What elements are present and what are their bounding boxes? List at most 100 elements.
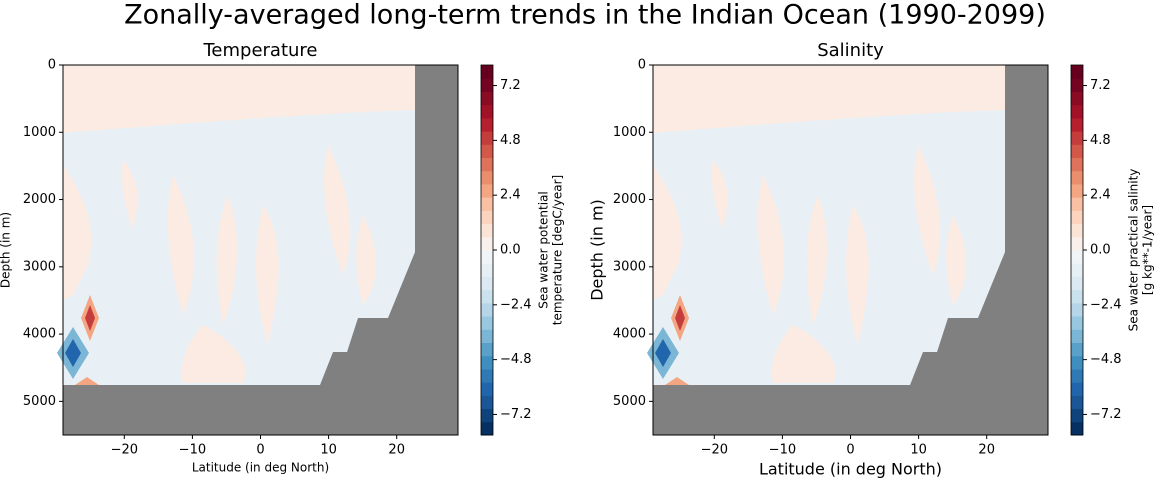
colorbar-band [1071,329,1083,343]
colorbar-band [1071,316,1083,330]
colorbar-band [481,342,493,357]
colorbar-tick-label: 7.2 [1090,78,1111,93]
x-axis-label: Latitude (in deg North) [759,460,942,479]
colorbar-band [481,223,493,238]
colorbar-band [481,316,493,330]
colorbar-band [481,408,493,423]
y-tick-label: 4000 [23,327,56,342]
y-tick-label: 4000 [613,327,646,342]
x-tick-label: 0 [256,443,264,458]
x-tick-label: 0 [846,443,854,458]
x-tick-label: −10 [179,443,206,458]
y-tick-label: 0 [638,58,646,73]
colorbar-band [1071,223,1083,238]
y-axis-label: Depth (in m) [0,212,13,288]
y-tick-label: 1000 [613,125,646,140]
subplot-title: Salinity [817,40,884,61]
colorbar-band [481,170,493,185]
colorbar-band [1071,421,1083,436]
y-tick-label: 5000 [613,394,646,409]
colorbar-label: temperature [degC/year] [551,175,565,325]
colorbar-tick-label: 4.8 [1090,133,1111,148]
colorbar-band [481,144,493,158]
y-tick-label: 3000 [613,259,646,274]
colorbar-band [1071,276,1083,291]
colorbar-band [1071,250,1083,264]
colorbar-band [1071,395,1083,410]
colorbar-band [1071,355,1083,370]
colorbar-band [481,421,493,436]
colorbar-band [481,65,493,79]
colorbar-band [481,355,493,370]
colorbar-band [1071,368,1083,383]
y-tick-label: 0 [48,58,56,73]
colorbar-band [481,210,493,225]
colorbar-band [1071,210,1083,225]
contour-field [57,65,458,435]
colorbar-band [1071,197,1083,211]
colorbar-tick-label: −7.2 [1090,407,1122,422]
colorbar-tick-label: −4.8 [500,352,532,367]
colorbar-tick-label: −2.4 [500,297,532,312]
colorbar-tick-label: −4.8 [1090,352,1122,367]
figure-title: Zonally-averaged long-term trends in the… [124,0,1046,31]
colorbar-band [481,117,493,132]
colorbar-tick-label: 4.8 [500,133,521,148]
y-axis-label: Depth (in m) [588,199,607,301]
colorbar-band [1071,289,1083,304]
colorbar-band [1071,144,1083,158]
colorbar-band [1071,65,1083,79]
colorbar-label: Sea water potential [537,191,551,309]
colorbar-band [1071,104,1083,119]
colorbar-band [1071,170,1083,185]
colorbar-tick-label: −2.4 [1090,297,1122,312]
colorbar-band [481,382,493,396]
colorbar-tick-label: 2.4 [500,188,521,203]
colorbar-band [1071,302,1083,317]
x-tick-label: 10 [320,443,337,458]
colorbar-band [481,91,493,106]
x-tick-label: −20 [701,443,728,458]
subplot-title: Temperature [202,40,317,61]
y-tick-label: 1000 [23,125,56,140]
colorbar-band [1071,157,1083,172]
colorbar-band [1071,408,1083,423]
y-tick-label: 2000 [613,192,646,207]
colorbar-band [1071,91,1083,106]
colorbar-band [1071,263,1083,277]
colorbar-band [481,131,493,145]
colorbar-tick-label: 0.0 [1090,243,1111,258]
contour-field [647,65,1048,435]
colorbar-band [1071,342,1083,357]
y-tick-label: 2000 [23,192,56,207]
colorbar-band [481,368,493,383]
colorbar-band [481,276,493,291]
colorbar-band [481,302,493,317]
y-tick-label: 3000 [23,259,56,274]
colorbar-band [1071,131,1083,145]
colorbar-band [481,329,493,343]
colorbar-label: [g kg**-1/year] [1141,205,1155,295]
colorbar-band [481,250,493,264]
colorbar-label: Sea water practical salinity [1127,169,1141,332]
x-tick-label: 20 [388,443,405,458]
x-tick-label: 10 [910,443,927,458]
x-tick-label: −10 [769,443,796,458]
colorbar-band [1071,183,1083,198]
colorbar-band [481,395,493,410]
colorbar-band [481,236,493,251]
x-axis-label: Latitude (in deg North) [192,461,329,475]
x-tick-label: 20 [978,443,995,458]
colorbar-tick-label: 2.4 [1090,188,1111,203]
colorbar-band [1071,78,1083,92]
colorbar-band [481,104,493,119]
y-tick-label: 5000 [23,394,56,409]
colorbar-band [1071,382,1083,396]
colorbar-band [481,289,493,304]
colorbar-band [1071,117,1083,132]
colorbar-band [481,263,493,277]
colorbar-band [1071,236,1083,251]
colorbar-band [481,157,493,172]
colorbar-tick-label: −7.2 [500,407,532,422]
